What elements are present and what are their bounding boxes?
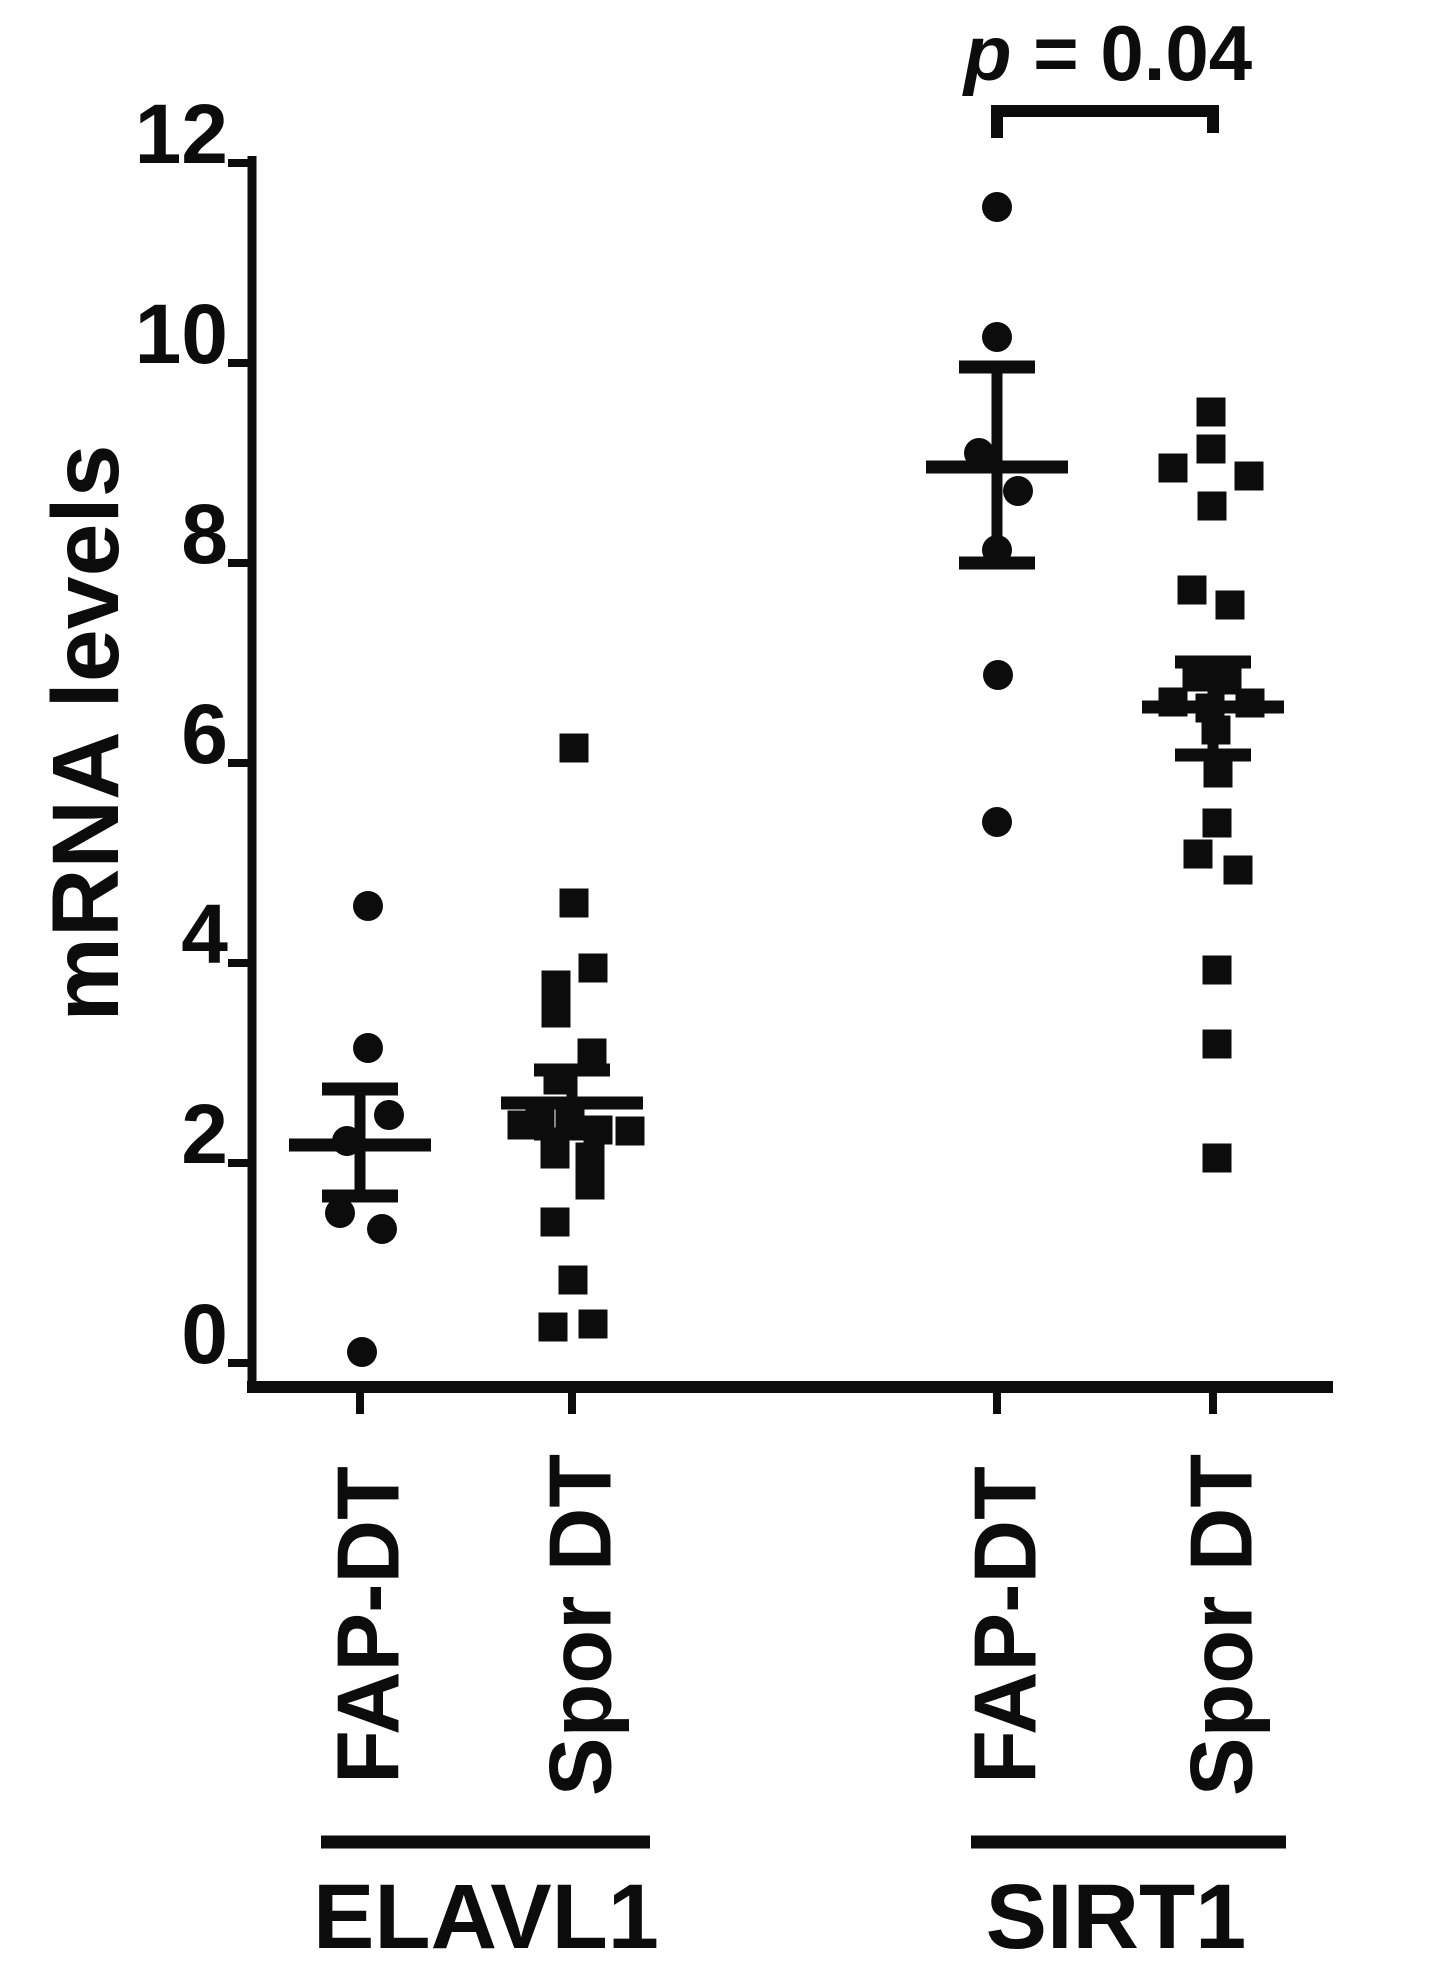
series-elavl1-spor-dt: Spor DT — [501, 733, 645, 1796]
data-point-circle — [982, 322, 1012, 352]
y-axis-tick-label: 10 — [135, 287, 228, 381]
data-point-circle — [367, 1214, 397, 1244]
data-point-square — [575, 1170, 605, 1200]
gene-label-elavl1: ELAVL1 — [313, 1866, 659, 1968]
data-point-square — [575, 1142, 605, 1172]
data-point-circle — [964, 438, 994, 468]
data-point-circle — [983, 660, 1013, 690]
data-point-square — [1197, 491, 1227, 521]
series-sirt1-spor-dt: Spor DT — [1142, 397, 1284, 1796]
data-point-square — [559, 888, 589, 918]
error-bar-sirt1-fap-dt — [926, 360, 1068, 570]
data-point-square — [1158, 687, 1188, 717]
data-point-square — [558, 1265, 588, 1295]
significance-annotation: p = 0.04 — [962, 9, 1252, 138]
data-point-square — [1203, 758, 1233, 788]
y-axis-tick-label: 6 — [181, 687, 228, 781]
gene-group-elavl1: ELAVL1 — [313, 1835, 659, 1968]
data-point-square — [577, 1038, 607, 1068]
data-point-circle — [982, 192, 1012, 222]
data-point-square — [543, 1065, 573, 1095]
data-point-square — [1158, 453, 1188, 483]
x-axis — [247, 1381, 1333, 1414]
data-point-square — [1202, 955, 1232, 985]
data-point-square — [583, 1115, 613, 1145]
data-point-square — [1182, 662, 1212, 692]
data-point-square — [541, 970, 571, 1000]
data-point-circle — [353, 891, 383, 921]
y-axis-title: mRNA levels — [33, 444, 139, 1021]
data-point-square — [615, 1116, 645, 1146]
data-point-square — [540, 1207, 570, 1237]
data-point-circle — [353, 1033, 383, 1063]
data-point-circle — [374, 1100, 404, 1130]
significance-bracket — [991, 105, 1219, 138]
data-point-square — [1223, 855, 1253, 885]
data-point-square — [540, 1139, 570, 1169]
data-point-square — [1202, 1143, 1232, 1173]
data-point-square — [1201, 715, 1231, 745]
y-axis-tick-label: 8 — [181, 487, 228, 581]
data-point-square — [1215, 590, 1245, 620]
group-label-elavl1-spor-dt: Spor DT — [531, 1454, 630, 1796]
y-axis-tick-label: 0 — [181, 1287, 228, 1381]
gene-group-sirt1: SIRT1 — [971, 1835, 1286, 1968]
data-point-circle — [347, 1337, 377, 1367]
data-point-square — [541, 998, 571, 1028]
group-label-sirt1-fap-dt: FAP-DT — [956, 1466, 1055, 1784]
p-value-label: p = 0.04 — [962, 9, 1252, 97]
group-label-sirt1-spor-dt: Spor DT — [1172, 1454, 1271, 1796]
data-point-square — [1202, 1029, 1232, 1059]
data-point-square — [1177, 575, 1207, 605]
data-point-square — [555, 1108, 585, 1138]
data-point-square — [1196, 397, 1226, 427]
data-point-circle — [982, 807, 1012, 837]
data-point-circle — [1003, 476, 1033, 506]
series-elavl1-fap-dt: FAP-DT — [289, 891, 431, 1784]
data-point-circle — [325, 1198, 355, 1228]
data-point-circle — [332, 1126, 362, 1156]
data-point-square — [1183, 839, 1213, 869]
y-axis-tick-label: 2 — [181, 1087, 228, 1181]
data-point-square — [1235, 688, 1265, 718]
data-point-square — [1202, 808, 1232, 838]
data-point-square — [1234, 461, 1264, 491]
data-point-square — [507, 1110, 537, 1140]
group-label-elavl1-fap-dt: FAP-DT — [319, 1466, 418, 1784]
y-axis-tick-label: 12 — [135, 87, 228, 181]
y-axis: 0 2 4 6 8 10 12 mRNA levels — [33, 87, 257, 1387]
data-point-square — [578, 953, 608, 983]
data-point-square — [538, 1312, 568, 1342]
data-point-square — [559, 733, 589, 763]
series-sirt1-fap-dt: FAP-DT — [926, 192, 1068, 1784]
data-point-square — [578, 1309, 608, 1339]
data-point-square — [1196, 434, 1226, 464]
data-point-circle — [982, 535, 1012, 565]
gene-label-sirt1: SIRT1 — [986, 1866, 1247, 1968]
y-axis-tick-label: 4 — [181, 887, 228, 981]
